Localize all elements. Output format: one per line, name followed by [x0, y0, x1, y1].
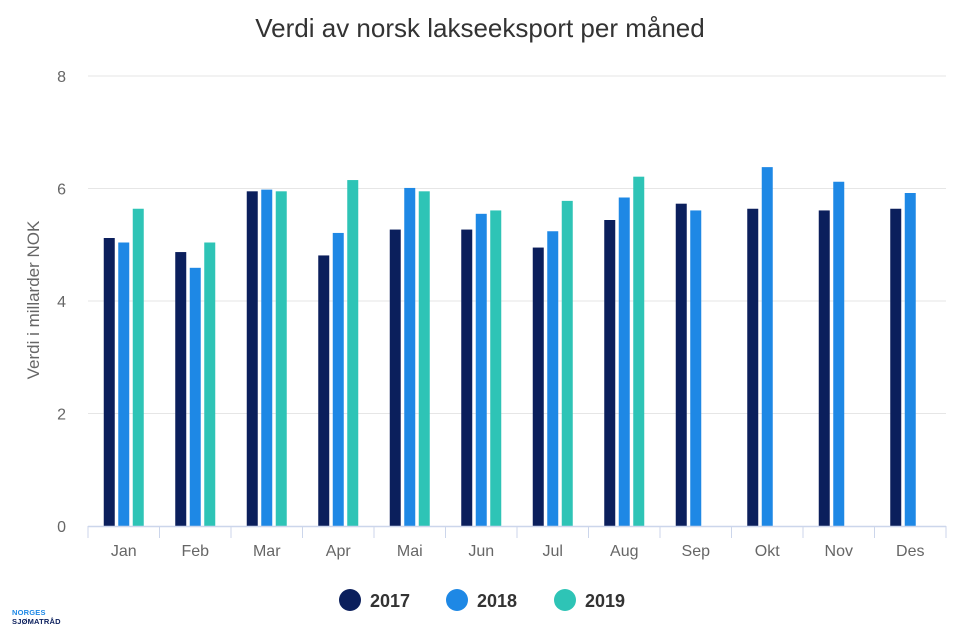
- x-tick-label: Des: [896, 543, 924, 560]
- x-axis-ticks: Jan Feb Mar Apr Mai Jun Jul Aug Sep Okt Nov Des: [111, 543, 925, 560]
- bar-2019-jan: [132, 208, 144, 526]
- bar-2019-mai: [418, 191, 430, 526]
- y-tick-label: 2: [57, 407, 66, 424]
- bar-2017-jun: [461, 229, 473, 526]
- y-tick-label: 6: [57, 182, 66, 199]
- y-tick-label: 8: [57, 69, 66, 86]
- bars: [103, 167, 916, 526]
- bar-2017-nov: [818, 210, 830, 526]
- bar-2019-feb: [204, 242, 216, 526]
- x-tick-label: Feb: [181, 543, 209, 560]
- bar-2018-jan: [118, 242, 130, 526]
- bar-2018-aug: [618, 197, 630, 526]
- legend-marker: [339, 589, 361, 611]
- x-tick-label: Sep: [682, 543, 711, 560]
- legend-marker: [554, 589, 576, 611]
- bar-2017-jul: [532, 247, 544, 526]
- bar-2019-jun: [490, 210, 502, 526]
- bar-2017-feb: [175, 252, 187, 526]
- bar-2018-jun: [475, 213, 487, 526]
- norges-sjomatrad-logo: NORGES SJØMATRÅD: [12, 608, 61, 626]
- bar-2018-jul: [547, 231, 559, 526]
- x-tick-label: Mai: [397, 543, 423, 560]
- x-tick-label: Jul: [543, 543, 563, 560]
- bar-2018-nov: [833, 181, 845, 526]
- bar-2017-apr: [318, 255, 330, 526]
- bar-2018-mai: [404, 187, 416, 526]
- bar-2017-jan: [103, 238, 115, 526]
- y-axis-label: Verdi i millarder NOK: [24, 220, 43, 379]
- gridlines: [88, 75, 946, 414]
- logo-line-2: SJØMATRÅD: [12, 617, 61, 626]
- legend-label: 2017: [370, 591, 410, 611]
- bar-2018-okt: [761, 167, 773, 526]
- bar-2017-mai: [389, 229, 401, 526]
- legend-label: 2019: [585, 591, 625, 611]
- bar-2019-mar: [275, 191, 287, 526]
- bar-2019-apr: [347, 180, 359, 526]
- chart-title: Verdi av norsk lakseeksport per måned: [255, 13, 704, 43]
- bar-2019-aug: [633, 176, 645, 526]
- bar-2018-feb: [189, 267, 201, 526]
- y-tick-label: 0: [57, 519, 66, 536]
- bar-2017-mar: [246, 191, 258, 526]
- legend-marker: [446, 589, 468, 611]
- x-tick-label: Apr: [326, 543, 352, 560]
- y-axis-ticks: 0 2 4 6 8: [57, 69, 66, 536]
- x-tick-label: Nov: [825, 543, 853, 560]
- legend-item-2019[interactable]: 2019: [554, 589, 625, 611]
- bar-2017-aug: [604, 220, 616, 526]
- bar-2018-mar: [261, 189, 273, 526]
- legend: 2017 2018 2019: [339, 589, 625, 611]
- legend-label: 2018: [477, 591, 517, 611]
- y-tick-label: 4: [57, 294, 66, 311]
- bar-2018-sep: [690, 210, 702, 526]
- x-tick-label: Jan: [111, 543, 137, 560]
- bar-2018-apr: [332, 232, 344, 526]
- x-tick-label: Okt: [755, 543, 780, 560]
- bar-2017-okt: [747, 208, 759, 526]
- x-tick-label: Jun: [468, 543, 494, 560]
- bar-2018-des: [904, 193, 916, 526]
- legend-item-2018[interactable]: 2018: [446, 589, 517, 611]
- legend-item-2017[interactable]: 2017: [339, 589, 410, 611]
- x-axis: [87, 525, 947, 538]
- bar-2019-jul: [561, 200, 573, 526]
- bar-2017-sep: [675, 203, 687, 526]
- logo-line-1: NORGES: [12, 608, 46, 617]
- x-tick-label: Aug: [610, 543, 638, 560]
- x-tick-label: Mar: [253, 543, 281, 560]
- bar-2017-des: [890, 208, 902, 526]
